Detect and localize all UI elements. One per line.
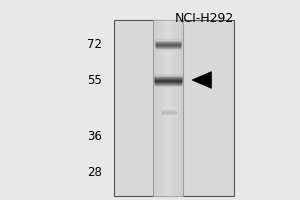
Text: 36: 36 <box>87 130 102 142</box>
Bar <box>114 20 234 196</box>
Text: NCI-H292: NCI-H292 <box>174 12 234 25</box>
Text: 28: 28 <box>87 166 102 178</box>
Text: 55: 55 <box>87 73 102 86</box>
Text: 72: 72 <box>87 38 102 50</box>
Polygon shape <box>192 72 212 88</box>
